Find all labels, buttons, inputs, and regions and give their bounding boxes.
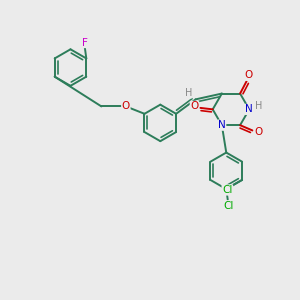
Text: H: H: [255, 101, 262, 111]
Text: N: N: [245, 104, 253, 114]
Text: F: F: [82, 38, 88, 47]
Text: O: O: [244, 70, 252, 80]
Text: N: N: [218, 120, 226, 130]
Text: O: O: [122, 101, 130, 111]
Text: H: H: [184, 88, 192, 98]
Text: Cl: Cl: [224, 201, 234, 211]
Text: Cl: Cl: [222, 185, 233, 195]
Text: O: O: [254, 127, 262, 137]
Text: O: O: [190, 101, 199, 111]
